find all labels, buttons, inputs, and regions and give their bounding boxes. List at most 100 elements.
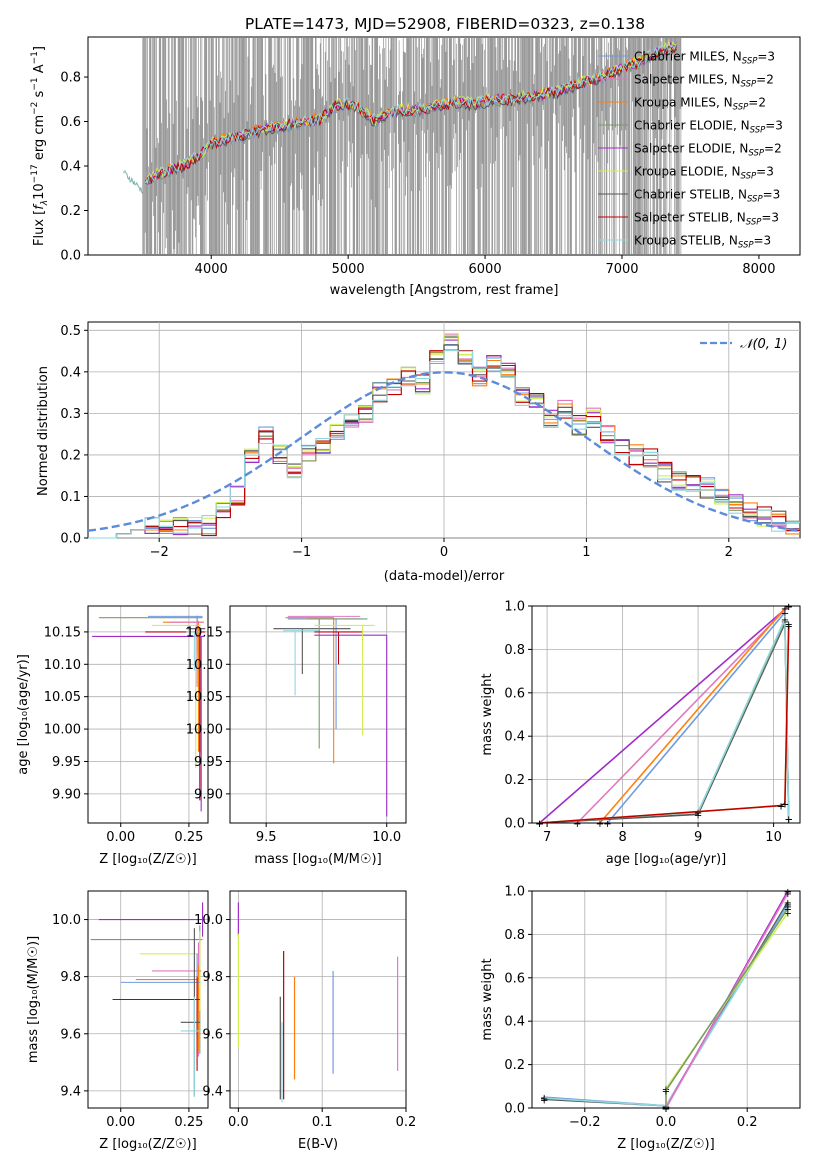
data-spectrum-line xyxy=(142,37,682,255)
massweight-Z-marker: + xyxy=(540,1095,548,1106)
massweight-age-marker: + xyxy=(535,819,543,830)
massweight-age-line xyxy=(599,607,786,824)
massweight-Z-marker: + xyxy=(662,1087,670,1098)
spectrum-xtick-label: 5000 xyxy=(332,262,365,277)
massweight-Z-marker: + xyxy=(784,904,792,915)
residual-panel: −2 −1 0 1 2 0.0 0.1 0.2 0.3 0.4 0.5 𝒩(0, 1) (data-… xyxy=(36,321,801,584)
massweight-age-marker: + xyxy=(784,815,792,826)
ytick-label: 0.8 xyxy=(504,643,525,658)
massweight-age-marker: + xyxy=(535,819,543,830)
massweight-age-marker: + xyxy=(781,615,789,626)
xtick-label: 0.00 xyxy=(106,1115,135,1130)
xtick-label: 0.25 xyxy=(174,1115,203,1130)
ytick-label: 9.90 xyxy=(52,787,81,802)
residual-xtick-label: −1 xyxy=(292,545,311,560)
residual-ticks: −2 −1 0 1 2 0.0 0.1 0.2 0.3 0.4 0.5 xyxy=(60,324,733,560)
massweight-age-marker: + xyxy=(535,819,543,830)
massweight-age-marker: + xyxy=(781,609,789,620)
legend-entry-label: Chabrier MILES, NSSP=3 xyxy=(634,50,775,67)
plot-area xyxy=(230,606,406,823)
ytick-label: 9.95 xyxy=(52,755,81,770)
residual-xtick-label: 2 xyxy=(725,545,733,560)
ytick-label: 10.10 xyxy=(186,658,223,673)
massweight-age-marker: + xyxy=(781,604,789,615)
ytick-label: 0.4 xyxy=(504,1015,525,1030)
ytick-label: 10.10 xyxy=(44,658,81,673)
residual-ytick-label: 0.5 xyxy=(60,324,81,339)
ytick-label: 0.2 xyxy=(504,1058,525,1073)
ylabel: mass [log₁₀(M/M☉)] xyxy=(26,936,41,1063)
spectrum-ytick-label: 0.2 xyxy=(60,204,81,219)
age-vs-mass-panel: 9.5 10.0 9.90 9.95 10.00 10.05 10.10 10.15 mass … xyxy=(186,605,407,867)
ytick-label: 10.05 xyxy=(44,690,81,705)
residual-histograms xyxy=(87,333,801,539)
ylabel: age [log₁₀(age/yr)] xyxy=(16,654,31,775)
residual-hist-kroupa-stelib xyxy=(88,350,800,539)
xtick-label: 0.00 xyxy=(106,830,135,845)
xtick-label: 9 xyxy=(694,830,702,845)
xlabel: E(B-V) xyxy=(298,1137,338,1152)
legend-entry-label: Salpeter MILES, NSSP=2 xyxy=(634,73,774,90)
xtick-label: 0.1 xyxy=(312,1115,333,1130)
residual-ytick-label: 0.2 xyxy=(60,448,81,463)
massweight-Z-marker: + xyxy=(784,902,792,913)
residual-grid xyxy=(88,322,800,539)
residual-xtick-label: −2 xyxy=(150,545,169,560)
spectrum-ytick-label: 0.6 xyxy=(60,115,81,130)
legend-entry-label: Salpeter ELODIE, NSSP=2 xyxy=(634,142,782,159)
ytick-label: 9.8 xyxy=(60,970,81,985)
ytick-label: 0.4 xyxy=(504,730,525,745)
massweight-age-marker: + xyxy=(784,619,792,630)
ylabel: mass weight xyxy=(480,673,495,755)
legend-entry-label: Chabrier STELIB, NSSP=3 xyxy=(634,188,780,205)
massweight-Z-marker: + xyxy=(540,1094,548,1105)
residual-ytick-label: 0.4 xyxy=(60,365,81,380)
ytick-label: 0.6 xyxy=(504,971,525,986)
xtick-label: 9.5 xyxy=(256,830,277,845)
residual-ytick-label: 0.0 xyxy=(60,532,81,547)
massweight-age-marker: + xyxy=(784,815,792,826)
spectrum-legend: Chabrier MILES, NSSP=3 Salpeter MILES, NS… xyxy=(598,50,783,251)
ytick-label: 1.0 xyxy=(504,600,525,615)
spectrum-ytick-label: 0.8 xyxy=(60,71,81,86)
ytick-label: 9.6 xyxy=(60,1027,81,1042)
legend-entry-label: Salpeter STELIB, NSSP=3 xyxy=(634,211,779,228)
xtick-label: 0.2 xyxy=(396,1115,417,1130)
mass-vs-EBV-panel: 0.0 0.1 0.2 9.4 9.6 9.8 10.0 E(B-V) xyxy=(194,890,417,1152)
massweight-vs-Z-panel: +++++++++++++++++++−0.2 0.0 0.20.00.20.40.… xyxy=(480,885,801,1152)
massweight-age-line xyxy=(576,605,790,824)
legend-entry-label: Kroupa ELODIE, NSSP=3 xyxy=(634,165,774,182)
plot-marks xyxy=(92,615,206,812)
xtick-label: 0.0 xyxy=(656,1115,677,1130)
massweight-age-marker: + xyxy=(694,808,702,819)
massweight-age-marker: + xyxy=(535,819,543,830)
ytick-label: 10.0 xyxy=(52,913,81,928)
ytick-label: 1.0 xyxy=(504,885,525,900)
ytick-label: 0.0 xyxy=(504,817,525,832)
plot-marks xyxy=(237,902,399,1103)
xlabel: age [log₁₀(age/yr)] xyxy=(606,852,727,867)
ylabel: mass weight xyxy=(480,958,495,1040)
ytick-label: 9.95 xyxy=(194,755,223,770)
massweight-age-marker: + xyxy=(781,799,789,810)
model-line-kroupa-stelib xyxy=(145,42,677,186)
ytick-label: 10.15 xyxy=(44,625,81,640)
massweight-Z-marker: + xyxy=(784,889,792,900)
residual-xlabel: (data-model)/error xyxy=(384,569,505,584)
ytick-label: 0.0 xyxy=(504,1102,525,1117)
residual-ytick-label: 0.3 xyxy=(60,407,81,422)
massweight-Z-marker: + xyxy=(784,909,792,920)
xlabel: Z [log₁₀(Z/Z☉)] xyxy=(99,852,196,867)
ytick-label: 9.4 xyxy=(60,1084,81,1099)
plot-marks xyxy=(273,615,388,817)
massweight-Z-marker: + xyxy=(784,900,792,911)
massweight-age-marker: + xyxy=(784,602,792,613)
ytick-label: 10.0 xyxy=(194,913,223,928)
spectrum-ticks: 4000 5000 6000 7000 8000 0.0 0.2 0.4 0.6 0.8 xyxy=(60,71,775,277)
massweight-age-marker: + xyxy=(694,808,702,819)
xtick-label: 0.2 xyxy=(737,1115,758,1130)
massweight-Z-line xyxy=(665,907,789,1108)
massweight-age-marker: + xyxy=(781,799,789,810)
massweight-age-line xyxy=(606,611,786,824)
spectrum-ytick-label: 0.4 xyxy=(60,160,81,175)
